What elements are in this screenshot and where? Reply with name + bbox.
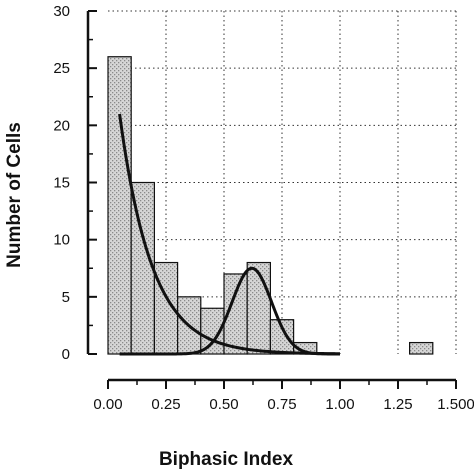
x-tick-label: 1.00 xyxy=(325,396,354,413)
x-tick-label: 0.25 xyxy=(151,396,180,413)
y-tick-labels: 0 5 10 15 20 25 30 xyxy=(53,3,70,363)
x-tick-label: 1.500 xyxy=(437,396,474,413)
exponential-fit-curve xyxy=(118,113,341,356)
histogram-bar xyxy=(107,56,132,355)
y-tick-label: 0 xyxy=(62,346,70,363)
y-axis-label: Number of Cells xyxy=(4,122,25,268)
x-axis-label: Biphasic Index xyxy=(159,449,294,470)
fit-curves xyxy=(118,113,341,356)
x-tick-label: 1.25 xyxy=(383,396,412,413)
gaussian-fit-curve xyxy=(119,266,341,356)
y-tick-label: 15 xyxy=(53,175,70,192)
histogram-bar xyxy=(246,261,271,355)
x-tick-label: 0.50 xyxy=(209,396,238,413)
y-tick-label: 30 xyxy=(53,3,70,20)
histogram-bar xyxy=(409,341,434,355)
histogram-bars xyxy=(107,56,434,355)
x-tick-labels: 0.00 0.25 0.50 0.75 1.00 1.25 1.500 xyxy=(93,396,474,413)
y-tick-label: 20 xyxy=(53,117,70,134)
y-tick-label: 25 xyxy=(53,60,70,77)
tick-marks xyxy=(88,10,457,389)
y-tick-label: 5 xyxy=(62,289,70,306)
x-tick-label: 0.75 xyxy=(267,396,296,413)
y-tick-label: 10 xyxy=(53,232,70,249)
x-tick-label: 0.00 xyxy=(93,396,122,413)
histogram-bar xyxy=(269,319,295,355)
grid-lines xyxy=(108,10,457,354)
